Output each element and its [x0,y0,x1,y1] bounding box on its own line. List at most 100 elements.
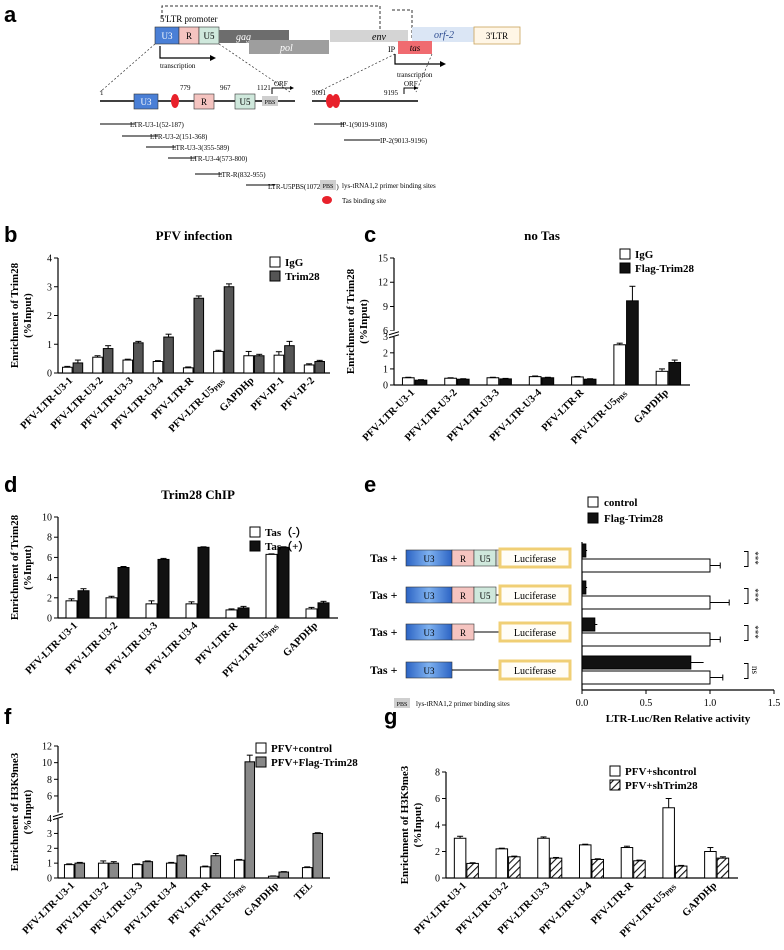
luciferase-box [498,621,572,643]
chart-b: PFV infection 0 1 2 3 4 Enrichment of Trim28 (%… [9,228,330,435]
x-tick-label: PFV-IP-2 [279,375,317,413]
bar [537,837,550,879]
bar [273,354,285,374]
fragment-label: LTR-U5PBS(1072-1167) [268,183,339,191]
x-tick-label: 0.0 [576,698,589,709]
y-tick-label: 4 [47,573,52,584]
fragment-label: LTR-U3-2(151-368) [150,133,208,141]
y-axis-label: (%Input) [358,299,370,344]
bar [453,837,467,879]
transcription-arrowhead-1 [210,55,216,61]
luciferase-label: Luciferase [514,666,557,677]
bar [662,807,675,879]
bar [581,655,692,670]
bar [414,379,428,386]
y-axis-label: (%Input) [412,802,424,847]
y-tick-label: 2 [383,348,388,359]
axis-break-mark [388,334,400,339]
transcription-arrow-1 [159,46,210,59]
fragment-label: LTR-U3-4(573-800) [190,155,248,163]
transcription-label-2: transcription [397,71,433,79]
x-tick-subscript: PBS [615,390,630,405]
bar [284,345,295,374]
y-tick-label: 12 [378,278,388,289]
bar [508,856,521,879]
panel-letter-b: b [4,222,17,247]
y-axis-label: Enrichment of H3K9me3 [399,765,411,884]
y-tick-label: 10 [42,513,52,524]
x-tick-label: GAPDHp [681,880,720,919]
bar [193,297,205,374]
bar [668,361,682,386]
bar [102,348,114,374]
bar [613,344,627,386]
ltr-u5 [234,93,256,110]
significance-bracket [744,625,749,641]
bar [233,859,245,879]
y-tick-label: 9 [383,302,388,313]
bar [581,670,711,685]
y-tick-label: 6 [383,326,388,337]
legend-label: Trim28 [285,271,320,283]
chart-title: no Tas [524,228,560,243]
legend-label: PFV+shcontrol [625,766,696,778]
x-tick-label: GAPDHp [242,880,281,919]
genome-ip-label: IP [388,45,396,54]
genome-env-label: env [372,32,386,43]
genome-3ltr-label: 3'LTR [486,31,508,41]
y-tick-label: 8 [47,775,52,786]
construct-label: R [460,554,466,564]
genome-r-label: R [186,31,192,41]
bar [267,875,279,879]
legend-label: IgG [635,249,654,261]
zoom-line [317,53,396,93]
panel-letter-c: c [364,222,376,247]
bar [314,361,325,374]
orf-arrow [403,87,414,94]
legend-swatch [269,270,281,282]
bar [163,336,174,374]
chart-title: PFV infection [156,228,233,243]
ltr-pos-779: 779 [180,84,191,92]
ltr-pbs-label: PBS [265,100,276,106]
ltr-pos-1121: 1121 [257,84,271,92]
bar [210,855,222,879]
promoter-bracket [161,5,381,40]
ltr-u3-label: U3 [141,97,152,107]
x-tick-label: 0.5 [640,698,653,709]
legend-label: Tas（-） [265,526,307,539]
significance-label: *** [750,625,760,639]
row-prefix: Tas + [370,551,398,565]
bar [466,862,479,879]
tas-binding-site [332,94,340,108]
bar [72,362,84,374]
legend-swatch [619,262,631,274]
bar [77,590,90,619]
legend-label: Flag-Trim28 [635,263,695,275]
ltr-pos-967: 967 [220,84,231,92]
bar [225,609,238,619]
x-tick-label: 1.0 [704,698,717,709]
bar [486,377,500,386]
bar [117,567,130,619]
bar [243,355,254,374]
bar [152,361,164,374]
transcription-arrowhead-2 [440,61,446,67]
legend-swatch [587,496,599,508]
pbs-legend-text: lys-tRNA1,2 primer binding sites [342,182,436,190]
bar [581,617,596,632]
ltr-pbs [262,96,278,106]
orf-arrowhead [290,86,294,90]
legend-label: Tas（+） [265,540,309,553]
bar [499,378,512,386]
bar [317,602,330,619]
panel-letter-a: a [4,2,17,27]
y-tick-label: 6 [47,553,52,564]
y-tick-label: 8 [435,768,440,779]
genome-pol-label: pol [279,43,293,54]
axis-break-mark [388,331,400,336]
genome-orf2-label: orf-2 [434,30,454,41]
significance-bracket [744,551,749,567]
fragment-label: LTR-U3-3(355-589) [172,144,230,152]
construct-label: U3 [424,628,435,638]
